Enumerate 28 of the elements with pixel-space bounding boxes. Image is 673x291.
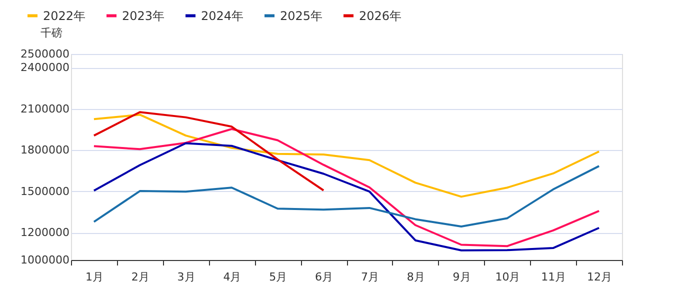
x-tick-label: 4月 — [223, 270, 242, 284]
x-tick-label: 12月 — [587, 270, 612, 284]
x-tick-label: 8月 — [406, 270, 425, 284]
y-axis-title: 千磅 — [40, 26, 62, 40]
y-tick-label: 1800000 — [20, 144, 70, 157]
y-tick-label: 1200000 — [20, 226, 70, 240]
line-series — [92, 165, 600, 228]
line-series — [92, 114, 600, 198]
y-tick-label: 2100000 — [20, 102, 70, 116]
x-tick-label: 10月 — [495, 270, 520, 284]
legend-label: 2023年 — [122, 8, 165, 23]
x-tick-label: 11月 — [541, 270, 566, 284]
legend-label: 2022年 — [43, 8, 86, 23]
y-tick-label: 2400000 — [20, 61, 70, 74]
x-tick-label: 7月 — [360, 270, 379, 284]
y-tick-label: 1000000 — [20, 254, 70, 266]
x-tick-label: 9月 — [452, 270, 471, 284]
x-tick-label: 6月 — [315, 270, 334, 284]
line-series — [92, 111, 325, 192]
x-tick-label: 3月 — [177, 270, 196, 284]
x-tick-label: 2月 — [131, 270, 150, 284]
y-tick-label: 1500000 — [20, 184, 70, 198]
legend-label: 2025年 — [280, 8, 323, 23]
y-tick-label: 2500000 — [20, 48, 70, 60]
legend-label: 2024年 — [201, 8, 244, 23]
x-tick-label: 5月 — [269, 270, 288, 284]
x-tick-label: 1月 — [85, 270, 104, 284]
legend-label: 2026年 — [359, 8, 402, 23]
